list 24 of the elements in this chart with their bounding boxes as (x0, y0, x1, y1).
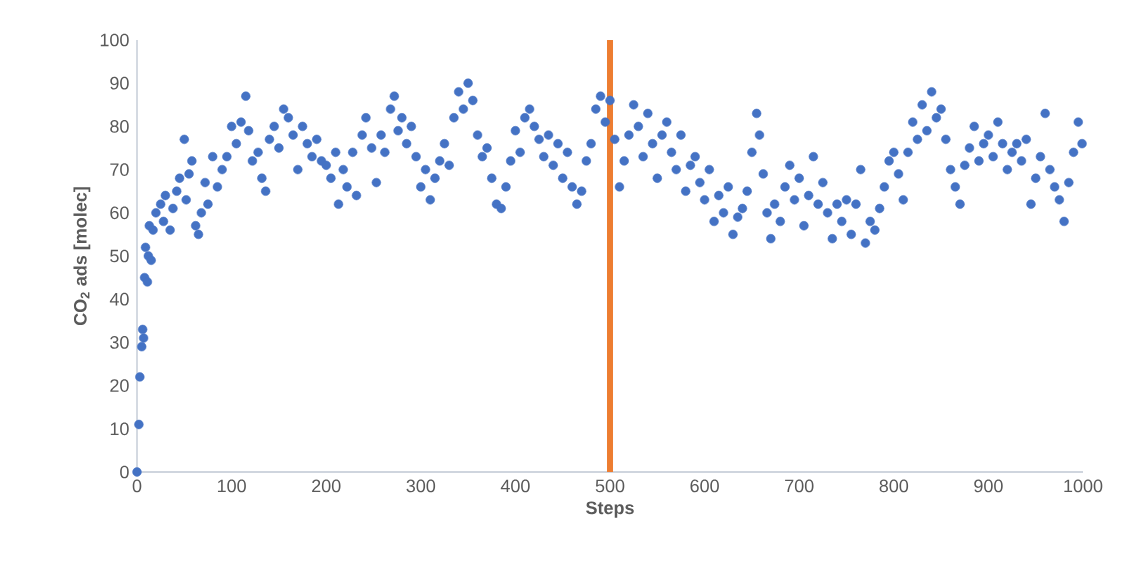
y-tick-label: 60 (110, 206, 129, 220)
x-tick-label: 1000 (1064, 479, 1103, 493)
x-tick-label: 300 (406, 479, 436, 493)
x-tick-label: 500 (595, 479, 625, 493)
x-tick-label: 400 (500, 479, 530, 493)
y-tick-label: 10 (110, 422, 129, 436)
x-tick-label: 100 (217, 479, 246, 493)
y-tick-label: 30 (110, 336, 129, 349)
y-tick-label: 40 (109, 292, 129, 306)
x-tick-label: 0 (132, 479, 142, 493)
x-tick-label: 200 (312, 479, 341, 493)
y-tick-label: 50 (110, 249, 129, 263)
y-tick-label: 90 (110, 76, 129, 90)
y-tick-label: 70 (110, 163, 129, 176)
y-tick-label: 20 (110, 379, 129, 392)
x-tick-label: 900 (974, 479, 1003, 493)
y-tick-label: 0 (120, 465, 129, 479)
x-tick-label: 800 (879, 479, 909, 493)
x-axis-title: Steps (586, 501, 634, 518)
x-tick-label: 600 (690, 479, 719, 493)
x-tick-label: 700 (785, 479, 814, 493)
y-tick-label: 80 (110, 120, 129, 133)
y-axis-title: CO$_{2}$ ads [molec] (73, 187, 91, 326)
y-tick-label: 100 (100, 33, 129, 47)
